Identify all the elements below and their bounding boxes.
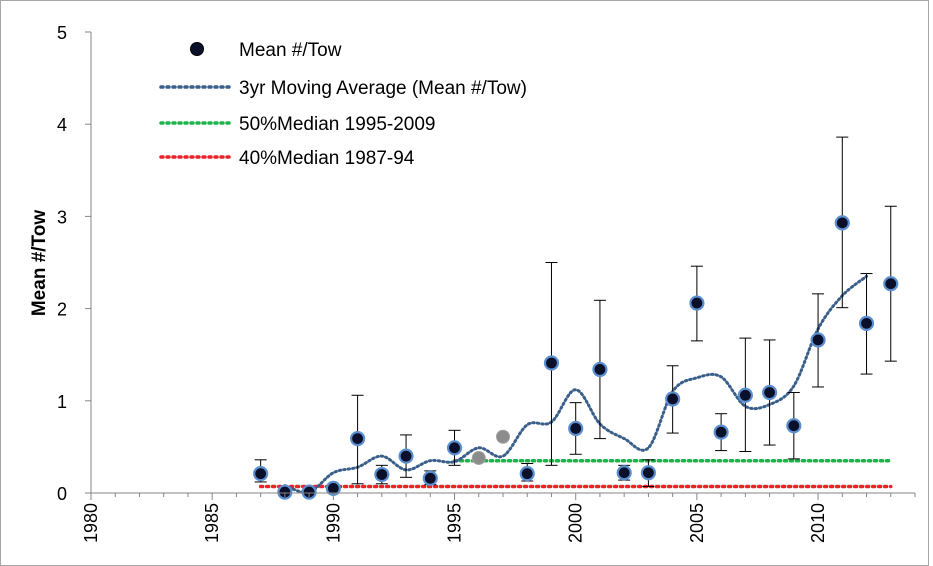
- legend-label: 40%Median 1987-94: [239, 148, 415, 169]
- data-point-highlight: [496, 429, 510, 444]
- x-tick-label: 2010: [808, 503, 828, 543]
- x-tick-label: 1995: [445, 503, 465, 543]
- x-tick-label: 2005: [687, 503, 707, 543]
- legend-marker-mean: [190, 42, 204, 56]
- data-point: [858, 315, 875, 331]
- series-layer: [253, 136, 899, 500]
- data-point: [616, 465, 632, 481]
- axes-layer: 0 1 2 3 4 5 1980 1985 1990 1995 2000 2005 2010: [57, 23, 916, 543]
- data-point: [519, 466, 535, 482]
- data-point: [665, 391, 681, 407]
- data-point: [737, 387, 753, 403]
- y-tick-label: 4: [57, 115, 67, 135]
- y-axis-title: Mean #/Tow: [29, 210, 50, 316]
- y-tick-label: 3: [57, 207, 67, 227]
- data-point: [277, 484, 293, 500]
- x-tick-label: 1990: [323, 503, 343, 543]
- y-tick-label: 5: [57, 23, 67, 43]
- data-point: [543, 355, 560, 371]
- data-point: [786, 418, 802, 434]
- data-point: [398, 448, 414, 464]
- data-point: [374, 466, 390, 483]
- data-point: [422, 470, 438, 486]
- data-point-highlight: [471, 450, 486, 465]
- data-point: [446, 440, 463, 456]
- x-tick-label: 1980: [81, 503, 101, 543]
- legend-label: 50%Median 1995-2009: [239, 114, 436, 135]
- x-tick-label: 1985: [202, 503, 222, 543]
- y-tick-label: 1: [57, 392, 67, 412]
- legend-label: 3yr Moving Average (Mean #/Tow): [239, 78, 527, 99]
- data-point: [761, 384, 778, 401]
- data-point: [349, 431, 366, 447]
- y-tick-label: 2: [57, 300, 67, 320]
- data-point: [568, 420, 584, 437]
- data-point: [834, 215, 850, 231]
- data-point: [253, 466, 269, 482]
- data-point: [810, 332, 826, 348]
- data-point: [883, 276, 899, 292]
- data-point: [713, 424, 729, 440]
- x-tick-label: 2000: [566, 503, 586, 543]
- legend-label: Mean #/Tow: [239, 40, 342, 61]
- data-point: [301, 484, 317, 500]
- data-point: [689, 295, 705, 311]
- legend: Mean #/Tow 3yr Moving Average (Mean #/Tow…: [159, 40, 527, 169]
- y-tick-label: 0: [57, 484, 67, 504]
- data-point: [592, 361, 608, 378]
- data-point: [640, 465, 657, 481]
